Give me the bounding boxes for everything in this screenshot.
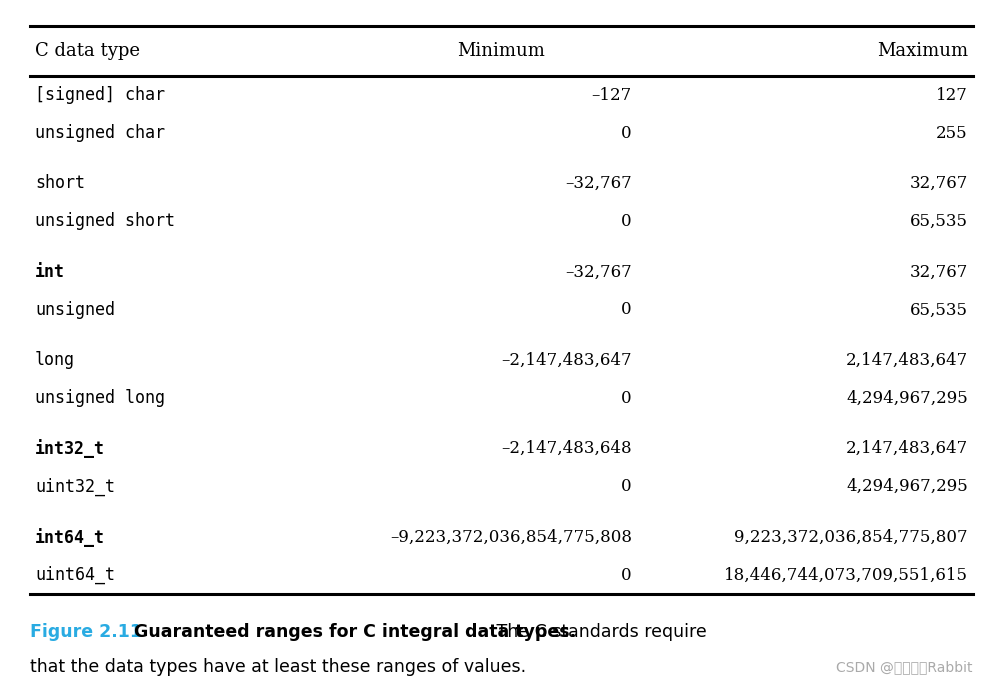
Text: 9,223,372,036,854,775,807: 9,223,372,036,854,775,807 xyxy=(733,529,967,546)
Text: 0: 0 xyxy=(620,124,631,142)
Text: C data type: C data type xyxy=(35,42,140,60)
Text: int64_t: int64_t xyxy=(35,528,105,547)
Text: –2,147,483,647: –2,147,483,647 xyxy=(501,352,631,369)
Text: int: int xyxy=(35,263,65,281)
Text: 4,294,967,295: 4,294,967,295 xyxy=(846,390,967,407)
Text: –127: –127 xyxy=(591,86,631,104)
Text: –32,767: –32,767 xyxy=(564,263,631,281)
Text: unsigned short: unsigned short xyxy=(35,212,175,231)
Text: 65,535: 65,535 xyxy=(909,213,967,230)
Text: Maximum: Maximum xyxy=(876,42,967,60)
Text: [signed] char: [signed] char xyxy=(35,86,165,104)
Text: Minimum: Minimum xyxy=(457,42,545,60)
Text: 0: 0 xyxy=(620,478,631,495)
Text: unsigned: unsigned xyxy=(35,301,115,319)
Text: 32,767: 32,767 xyxy=(909,175,967,192)
Text: unsigned char: unsigned char xyxy=(35,124,165,142)
Text: unsigned long: unsigned long xyxy=(35,389,165,408)
Text: 0: 0 xyxy=(620,301,631,319)
Text: 0: 0 xyxy=(620,567,631,584)
Text: –32,767: –32,767 xyxy=(564,175,631,192)
Text: 127: 127 xyxy=(935,86,967,104)
Text: CSDN @没耳朵的Rabbit: CSDN @没耳朵的Rabbit xyxy=(836,660,972,674)
Text: 32,767: 32,767 xyxy=(909,263,967,281)
Text: uint64_t: uint64_t xyxy=(35,566,115,585)
Text: –2,147,483,648: –2,147,483,648 xyxy=(501,440,631,457)
Text: 65,535: 65,535 xyxy=(909,301,967,319)
Text: 2,147,483,647: 2,147,483,647 xyxy=(845,352,967,369)
Text: –9,223,372,036,854,775,808: –9,223,372,036,854,775,808 xyxy=(390,529,631,546)
Text: 255: 255 xyxy=(935,124,967,142)
Text: Guaranteed ranges for C integral data types.: Guaranteed ranges for C integral data ty… xyxy=(122,623,576,641)
Text: 4,294,967,295: 4,294,967,295 xyxy=(846,478,967,495)
Text: short: short xyxy=(35,174,85,193)
Text: uint32_t: uint32_t xyxy=(35,477,115,496)
Text: long: long xyxy=(35,351,75,370)
Text: Figure 2.11: Figure 2.11 xyxy=(30,623,142,641)
Text: 0: 0 xyxy=(620,213,631,230)
Text: The C standards require: The C standards require xyxy=(491,623,706,641)
Text: 18,446,744,073,709,551,615: 18,446,744,073,709,551,615 xyxy=(723,567,967,584)
Text: int32_t: int32_t xyxy=(35,439,105,458)
Text: 0: 0 xyxy=(620,390,631,407)
Text: that the data types have at least these ranges of values.: that the data types have at least these … xyxy=(30,658,526,676)
Text: 2,147,483,647: 2,147,483,647 xyxy=(845,440,967,457)
